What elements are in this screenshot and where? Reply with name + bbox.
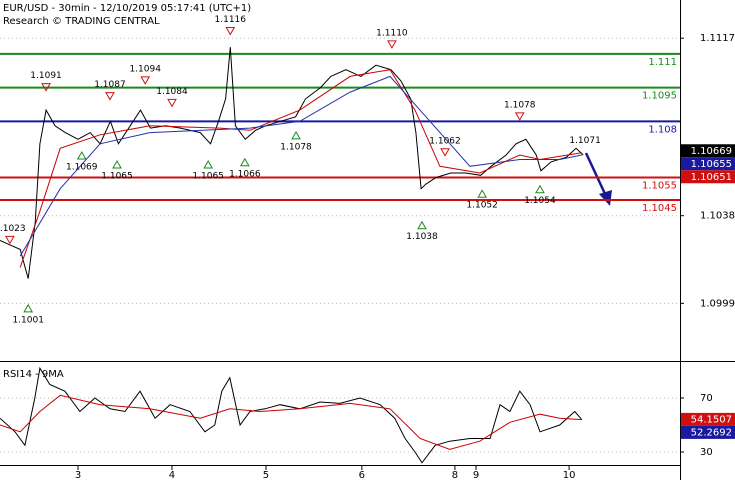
low-label: 1.1001 [12, 315, 44, 325]
high-label: 1.1094 [129, 64, 161, 74]
chart-subtitle: Research © TRADING CENTRAL [3, 16, 160, 27]
price-tag [681, 425, 735, 439]
y-tick-label: 1.0999 [700, 298, 735, 309]
series-line [19, 69, 582, 268]
x-tick-label: 3 [75, 470, 81, 480]
y-tick-label: 30 [700, 447, 713, 458]
high-label: 1.1110 [376, 28, 408, 38]
high-marker [225, 26, 236, 36]
high-marker [41, 83, 51, 92]
x-tick-label: 6 [359, 470, 365, 480]
low-marker [239, 157, 250, 167]
high-marker [514, 112, 525, 121]
series-line [19, 75, 582, 257]
price-label: 1.1071 [569, 136, 601, 146]
series-line [0, 366, 583, 464]
low-marker [477, 189, 488, 198]
low-marker [535, 184, 545, 194]
y-tick-label: 1.1117 [700, 33, 735, 44]
high-label: 1.1062 [429, 136, 461, 146]
low-label: 1.1054 [524, 196, 556, 206]
high-label: 1.1091 [30, 71, 62, 81]
high-marker [105, 92, 115, 101]
x-tick-label: 8 [452, 470, 458, 480]
high-marker [387, 40, 397, 49]
y-tick-label: 70 [700, 393, 713, 404]
level-label: 1.1055 [642, 181, 677, 192]
high-label: 1.1087 [94, 80, 126, 90]
low-label: 1.1065 [192, 172, 224, 182]
high-label: 1.1116 [215, 15, 247, 25]
price-tag-label: 1.10651 [691, 172, 732, 183]
low-label: 1.1078 [280, 142, 312, 152]
series-line [0, 47, 584, 279]
x-tick-label: 5 [263, 470, 269, 480]
low-label: 1.1052 [466, 201, 498, 211]
high-marker [167, 98, 177, 108]
price-tag [681, 157, 735, 171]
x-tick-label: 9 [473, 470, 479, 480]
low-label: 1.1038 [406, 232, 438, 242]
x-tick-label: 4 [169, 470, 175, 480]
price-tag-label: 1.10655 [691, 159, 732, 170]
low-marker [112, 160, 122, 169]
price-tag [681, 412, 735, 426]
high-marker [440, 148, 450, 157]
level-label: 1.1045 [642, 203, 677, 214]
price-tag [681, 144, 735, 158]
level-label: 1.1095 [642, 91, 677, 102]
chart-title: EUR/USD - 30min - 12/10/2019 05:17:41 (U… [3, 3, 251, 14]
x-tick-label: 10 [563, 470, 576, 480]
low-marker [23, 303, 34, 313]
high-marker [5, 235, 15, 245]
level-label: 1.108 [648, 124, 677, 135]
price-tag-label: 1.10669 [691, 146, 732, 157]
high-label: 1.1078 [504, 100, 536, 110]
high-label: 1.1023 [0, 224, 26, 234]
low-label: 1.1065 [101, 172, 133, 182]
low-marker [417, 220, 427, 230]
forecast-arrow [584, 152, 612, 206]
y-tick-label: 1.1038 [700, 211, 735, 222]
low-label: 1.1069 [66, 163, 98, 173]
panel-title: RSI14 - 9MA [3, 369, 64, 380]
price-tag [681, 170, 735, 184]
series-line [0, 394, 582, 450]
high-label: 1.1084 [156, 87, 188, 97]
level-label: 1.111 [648, 57, 677, 68]
price-tag-label: 54.1507 [691, 414, 732, 425]
low-marker [203, 160, 214, 169]
low-marker [76, 151, 87, 160]
low-label: 1.1066 [229, 169, 261, 179]
low-marker [291, 130, 301, 140]
high-marker [140, 76, 151, 85]
price-tag-label: 52.2692 [691, 427, 732, 438]
